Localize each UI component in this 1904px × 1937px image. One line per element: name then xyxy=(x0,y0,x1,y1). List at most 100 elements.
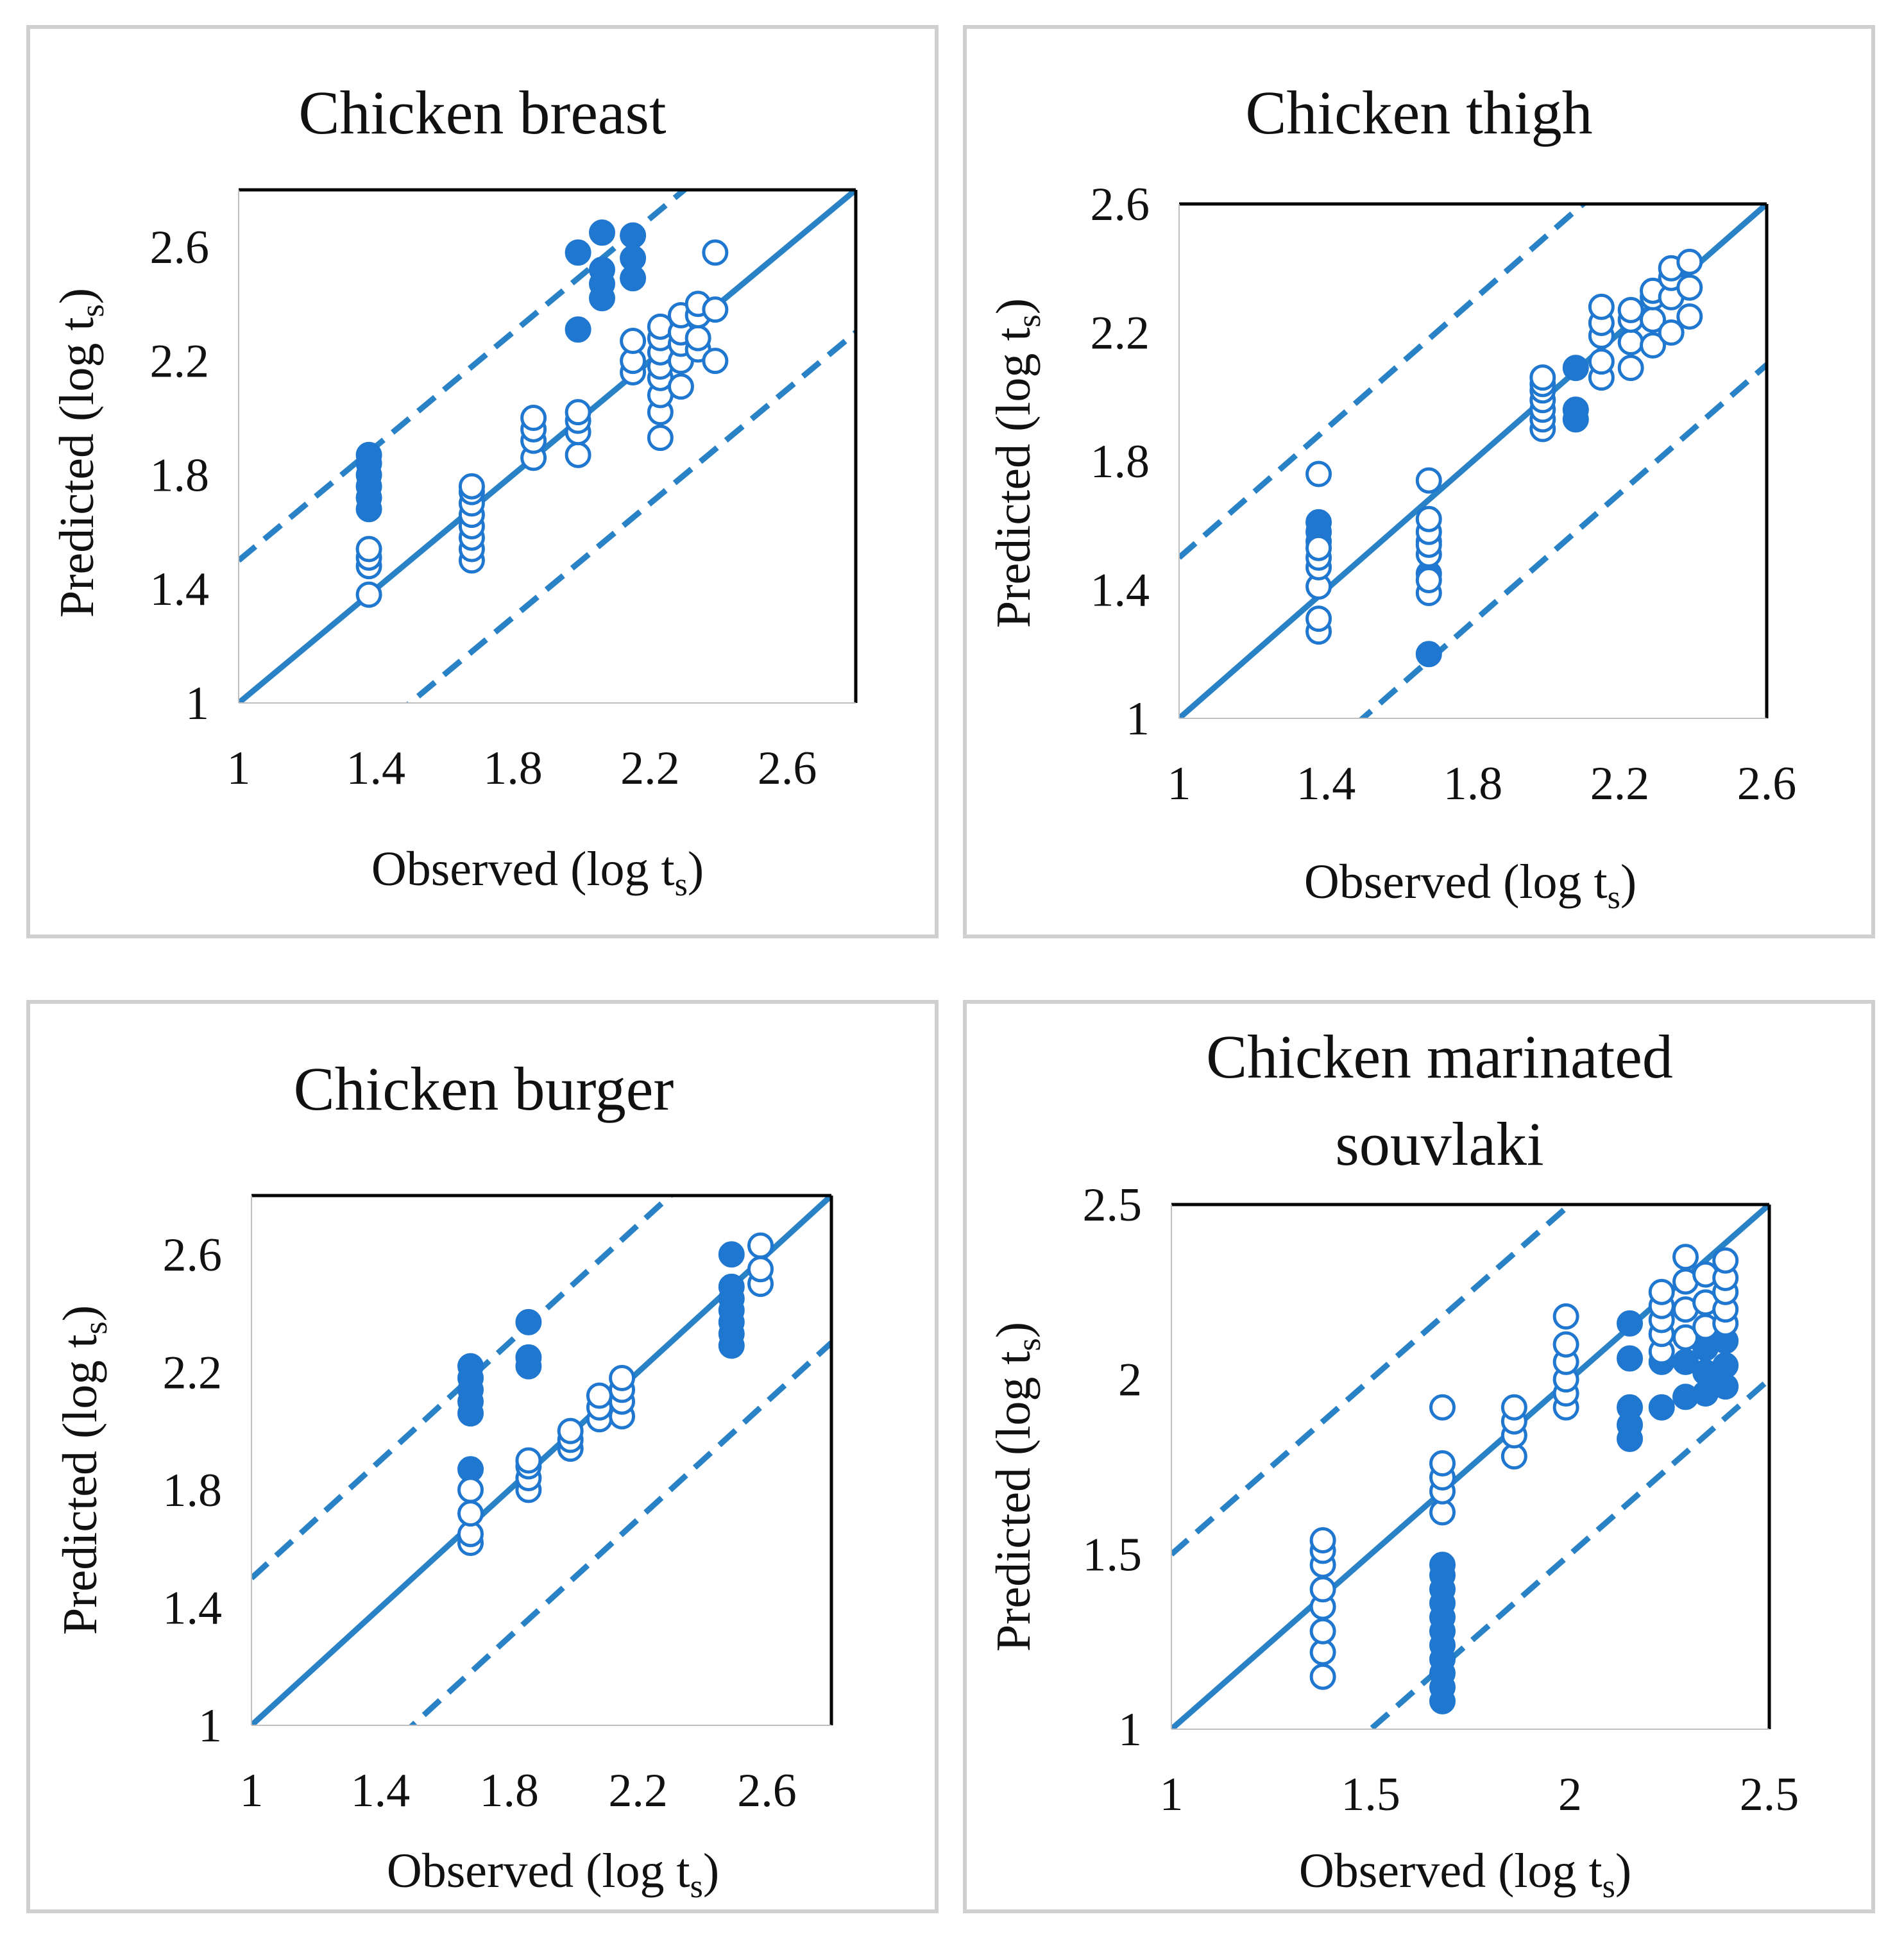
panel-chicken-burger: Chicken burger Observed (log ts) Predict… xyxy=(26,1000,939,1913)
data-point-open xyxy=(1309,1618,1336,1645)
data-point-open xyxy=(1658,319,1685,346)
data-point-filled xyxy=(1617,1345,1644,1372)
data-point-open xyxy=(620,328,647,355)
data-point-filled xyxy=(718,1241,745,1268)
data-point-open xyxy=(457,1500,484,1527)
data-point-open xyxy=(1648,1278,1675,1305)
panel-chicken-breast: Chicken breast Observed (log ts) Predict… xyxy=(26,25,939,938)
data-point-open xyxy=(355,536,382,562)
y-tick-label: 2.2 xyxy=(163,1346,223,1399)
data-point-open xyxy=(1529,364,1556,391)
x-tick-label: 2.6 xyxy=(758,742,817,795)
data-point-open xyxy=(1676,248,1703,275)
data-point-open xyxy=(1640,332,1667,359)
x-tick-label: 1.5 xyxy=(1341,1768,1400,1821)
x-tick-label: 1 xyxy=(1168,757,1191,810)
y-tick-label: 1 xyxy=(1118,1704,1142,1756)
x-tick-label: 1 xyxy=(240,1764,264,1817)
data-point-open xyxy=(520,405,547,432)
y-tick-label: 1.4 xyxy=(163,1582,223,1634)
data-point-open xyxy=(1676,303,1703,330)
dashed-bound-line xyxy=(239,190,689,563)
y-tick-label: 1.5 xyxy=(1083,1528,1143,1581)
data-point-open xyxy=(1305,605,1332,632)
y-tick-label: 2.2 xyxy=(1091,307,1150,360)
data-point-open xyxy=(1617,355,1644,382)
data-point-open xyxy=(702,296,729,323)
data-point-filled xyxy=(589,285,616,312)
data-point-filled xyxy=(565,316,591,343)
y-tick-label: 2.6 xyxy=(163,1229,223,1281)
data-point-open xyxy=(1552,1331,1579,1358)
data-point-open xyxy=(557,1417,584,1444)
data-point-open xyxy=(1617,329,1644,356)
open-series xyxy=(1309,1244,1739,1690)
data-point-open xyxy=(458,473,485,500)
plot-area: 1 1.4 1.8 2.2 2.6 1 1.4 1.8 2.2 2.6 xyxy=(150,188,858,795)
data-point-open xyxy=(1672,1324,1699,1351)
data-point-filled xyxy=(1648,1394,1675,1421)
data-point-open xyxy=(1415,566,1442,593)
data-point-open xyxy=(457,1476,484,1503)
data-point-filled xyxy=(515,1353,542,1380)
data-point-open xyxy=(515,1447,542,1474)
data-point-open xyxy=(702,348,729,375)
y-axis-label: Predicted (log ts) xyxy=(987,298,1048,628)
open-series xyxy=(1305,248,1703,645)
data-point-open xyxy=(1429,1450,1456,1477)
x-tick-label: 2.6 xyxy=(737,1764,797,1817)
x-tick-label: 1.8 xyxy=(480,1764,540,1817)
data-point-open xyxy=(1552,1303,1579,1330)
x-axis-label: Observed (log ts) xyxy=(371,842,704,903)
plot-area: 1 1.5 2 2.5 1 1.5 2 2.5 xyxy=(1083,1179,1799,1821)
filled-series xyxy=(457,1241,745,1483)
y-tick-label: 1.8 xyxy=(1091,436,1150,488)
data-point-filled xyxy=(1712,1352,1739,1379)
data-point-open xyxy=(667,373,694,400)
data-point-open xyxy=(1415,467,1442,494)
data-point-filled xyxy=(1429,1552,1456,1578)
x-tick-label: 1.4 xyxy=(346,742,406,795)
y-tick-label: 2.5 xyxy=(1083,1179,1143,1231)
x-tick-label: 2.2 xyxy=(620,742,680,795)
data-point-open xyxy=(1617,296,1644,323)
data-point-open xyxy=(1415,505,1442,532)
data-point-open xyxy=(747,1232,774,1259)
x-tick-label: 1.8 xyxy=(1443,757,1503,810)
y-tick-label: 1.4 xyxy=(1091,564,1150,617)
x-axis-label: Observed (log ts) xyxy=(1304,855,1636,916)
dashed-bound-line xyxy=(405,330,856,703)
data-point-open xyxy=(1588,293,1615,320)
x-tick-label: 1.8 xyxy=(483,742,543,795)
data-point-open xyxy=(586,1382,613,1409)
open-series xyxy=(457,1232,774,1556)
data-point-filled xyxy=(515,1308,542,1335)
panel-chicken-thigh: Chicken thigh Observed (log ts) Predicte… xyxy=(963,25,1875,938)
data-point-open xyxy=(1712,1247,1739,1274)
dashed-bound-line xyxy=(1358,362,1767,718)
plot-area: 1 1.4 1.8 2.2 2.6 1 1.4 1.8 2.2 2.6 xyxy=(163,1194,833,1817)
data-point-open xyxy=(1500,1394,1527,1421)
y-tick-label: 1 xyxy=(185,677,209,730)
data-point-open xyxy=(647,425,674,452)
data-point-open xyxy=(684,325,711,351)
data-point-open xyxy=(565,399,591,426)
data-point-open xyxy=(355,581,382,608)
data-point-filled xyxy=(565,239,591,266)
chart-title-line-1: Chicken thigh xyxy=(1245,78,1592,147)
data-point-open xyxy=(1676,274,1703,301)
y-tick-label: 1 xyxy=(1126,693,1150,745)
data-point-open xyxy=(1309,1527,1336,1554)
data-point-open xyxy=(747,1256,774,1283)
data-point-open xyxy=(1429,1394,1456,1421)
y-tick-label: 2.2 xyxy=(150,335,210,388)
data-point-filled xyxy=(589,219,616,246)
data-point-filled xyxy=(355,441,382,468)
y-axis-label: Predicted (log ts) xyxy=(50,288,111,618)
y-axis-label: Predicted (log ts) xyxy=(987,1322,1048,1652)
panel-chicken-marinated-souvlaki: Chicken marinated souvlaki Observed (log… xyxy=(963,1000,1875,1913)
x-tick-label: 2.2 xyxy=(608,1764,668,1817)
filled-series xyxy=(355,219,647,523)
x-tick-label: 1 xyxy=(227,742,251,795)
